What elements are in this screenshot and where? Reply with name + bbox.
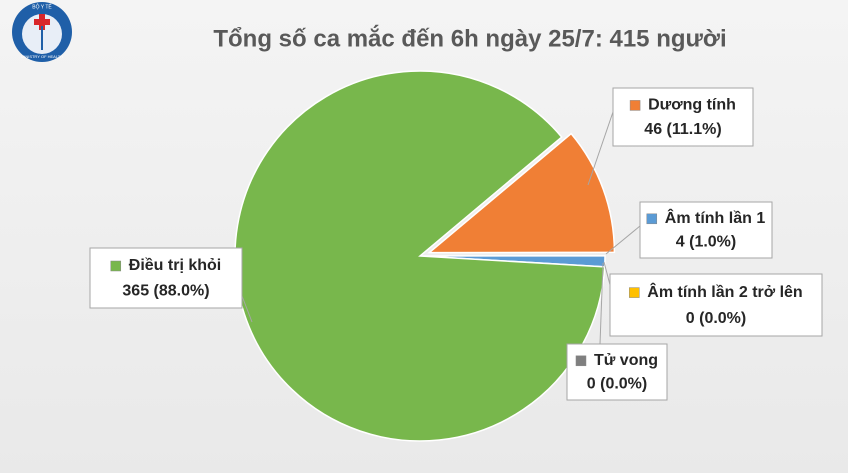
- leader-line: [587, 111, 614, 186]
- label-box: [566, 343, 668, 401]
- value-label: 4 (1.0%): [676, 234, 736, 251]
- value-label: 46 (11.1%): [644, 121, 721, 138]
- category-label: Dương tính: [648, 97, 736, 114]
- category-label: Tử vong: [594, 352, 658, 369]
- value-label: 0 (0.0%): [686, 310, 746, 327]
- logo: BỘ Y TẾ MINISTRY OF HEALTH: [12, 2, 72, 62]
- label-box: [609, 273, 823, 337]
- pie-slice: [234, 70, 606, 442]
- logo-bottom: MINISTRY OF HEALTH: [21, 54, 63, 59]
- value-label: 365 (88.0%): [122, 282, 209, 299]
- label-box: [612, 87, 754, 147]
- pie-slice: [427, 132, 616, 254]
- legend-swatch: [629, 100, 641, 111]
- legend-swatch: [629, 287, 640, 298]
- leader-line: [605, 225, 641, 255]
- label-box: [89, 247, 243, 309]
- legend-swatch: [110, 260, 122, 272]
- category-label: Âm tính lần 2 trở lên: [647, 282, 802, 301]
- category-label: Âm tính lần 1: [665, 208, 766, 227]
- logo-top: BỘ Y TẾ: [32, 3, 52, 10]
- chart-title: Tổng số ca mắc đến 6h ngày 25/7: 415 ngư…: [213, 24, 726, 52]
- value-label: 0 (0.0%): [587, 376, 647, 393]
- legend-swatch: [575, 355, 587, 367]
- category-label: Điều trị khỏi: [129, 257, 221, 274]
- legend-swatch: [646, 213, 658, 225]
- leader-line: [599, 262, 604, 345]
- leader-line: [241, 295, 253, 323]
- label-box: [639, 201, 773, 259]
